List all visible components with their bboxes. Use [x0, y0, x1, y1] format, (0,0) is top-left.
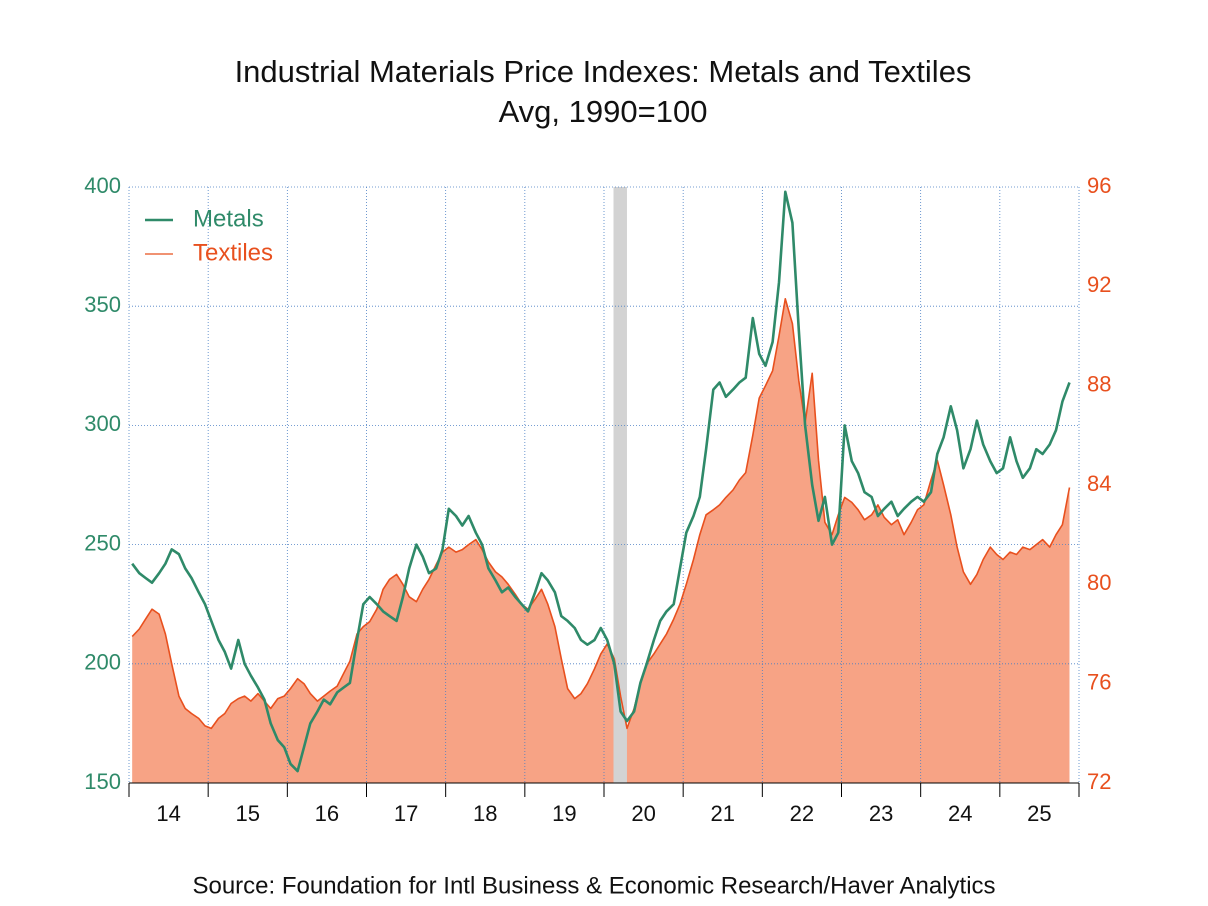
chart-title: Industrial Materials Price Indexes: Meta… — [235, 54, 972, 89]
series-line — [131, 190, 1071, 773]
legend-label: Metals — [193, 205, 264, 232]
y2-tick-label: 84 — [1087, 471, 1111, 496]
x-tick-label: 15 — [236, 801, 260, 826]
series-line — [131, 298, 1071, 730]
chart-subtitle: Avg, 1990=100 — [499, 94, 708, 129]
y-tick-label: 400 — [84, 173, 121, 198]
recession-band — [613, 187, 627, 783]
y-tick-label: 250 — [84, 530, 121, 555]
y2-tick-label: 72 — [1087, 769, 1111, 794]
y2-tick-label: 92 — [1087, 272, 1111, 297]
y2-tick-label: 76 — [1087, 669, 1111, 694]
x-tick-label: 21 — [711, 801, 735, 826]
x-tick-label: 24 — [948, 801, 972, 826]
y-tick-label: 350 — [84, 292, 121, 317]
x-tick-label: 16 — [315, 801, 339, 826]
x-tick-label: 14 — [156, 801, 180, 826]
legend-label: Textiles — [193, 239, 273, 266]
y-tick-label: 300 — [84, 411, 121, 436]
x-tick-label: 22 — [790, 801, 814, 826]
x-tick-label: 20 — [631, 801, 655, 826]
y2-tick-label: 80 — [1087, 570, 1111, 595]
x-tick-label: 25 — [1027, 801, 1051, 826]
y2-tick-label: 96 — [1087, 173, 1111, 198]
x-tick-label: 17 — [394, 801, 418, 826]
x-tick-label: 23 — [869, 801, 893, 826]
x-tick-label: 19 — [552, 801, 576, 826]
area — [132, 298, 1070, 783]
source-note: Source: Foundation for Intl Business & E… — [192, 872, 995, 899]
y2-tick-label: 88 — [1087, 371, 1111, 396]
x-tick-label: 18 — [473, 801, 497, 826]
y-tick-label: 200 — [84, 650, 121, 675]
y-tick-label: 150 — [84, 769, 121, 794]
